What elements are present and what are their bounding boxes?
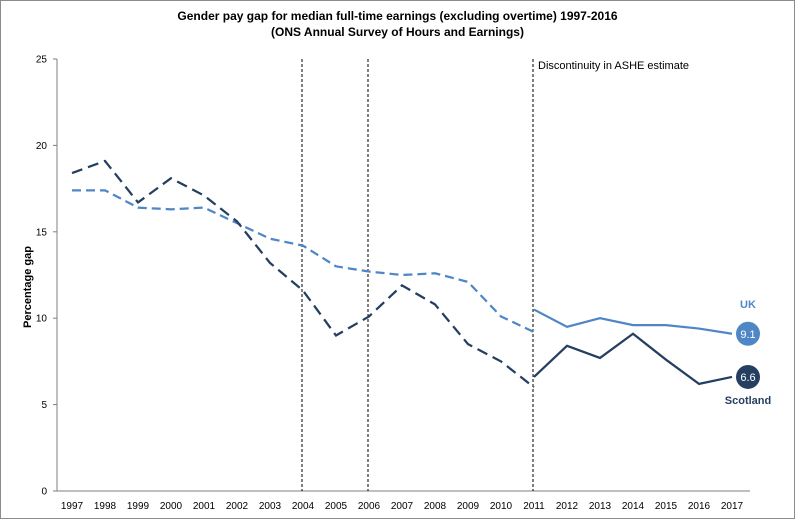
chart-title: Gender pay gap for median full-time earn… xyxy=(177,9,618,23)
x-tick-label: 1999 xyxy=(127,501,150,512)
uk-end-value: 9.1 xyxy=(740,329,755,341)
scotland-end-value: 6.6 xyxy=(740,372,755,384)
uk-line-post-2011 xyxy=(533,308,733,335)
series-lines xyxy=(71,159,733,389)
y-tick-label: 20 xyxy=(36,141,48,152)
x-tick-label: 2013 xyxy=(589,501,612,512)
x-tick-label: 2010 xyxy=(490,501,513,512)
x-tick-label: 2007 xyxy=(391,501,414,512)
x-tick-label: 2016 xyxy=(688,501,711,512)
series-labels: 9.1 UK 6.6 Scotland xyxy=(725,299,771,407)
x-tick-label: 2000 xyxy=(160,501,183,512)
x-tick-label: 2017 xyxy=(721,501,744,512)
x-tick-label: 2011 xyxy=(523,501,545,512)
x-tick-label: 2008 xyxy=(424,501,447,512)
discontinuity-markers: Discontinuity in ASHE estimate xyxy=(301,59,689,491)
x-tick-label: 1998 xyxy=(94,501,117,512)
uk-series-label: UK xyxy=(740,299,756,311)
uk-line-pre-2011 xyxy=(72,189,535,334)
scotland-series-label: Scotland xyxy=(725,395,771,407)
axes: 0 5 10 15 20 25 1997 1998 1999 2000 2001 2002 2003 20… xyxy=(22,55,750,512)
x-tick-label: 1997 xyxy=(61,501,84,512)
x-tick-label: 2001 xyxy=(193,501,216,512)
x-tick-label: 2004 xyxy=(292,501,315,512)
y-tick-label: 15 xyxy=(36,227,48,238)
chart-subtitle: (ONS Annual Survey of Hours and Earnings… xyxy=(271,25,524,39)
uk-end-bubble xyxy=(736,321,760,346)
x-tick-label: 2005 xyxy=(325,501,348,512)
x-tick-label: 2002 xyxy=(226,501,249,512)
x-tick-label: 2014 xyxy=(622,501,645,512)
x-tick-label: 2015 xyxy=(655,501,678,512)
annotation-text: Discontinuity in ASHE estimate xyxy=(538,60,689,72)
y-tick-label: 0 xyxy=(41,487,47,498)
y-tick-label: 10 xyxy=(36,314,48,325)
x-tick-label: 2009 xyxy=(457,501,480,512)
y-axis-title: Percentage gap xyxy=(22,246,34,328)
y-tick-label: 25 xyxy=(36,55,48,66)
x-tick-label: 2003 xyxy=(259,501,282,512)
x-tick-label: 2006 xyxy=(358,501,381,512)
y-tick-label: 5 xyxy=(41,400,47,411)
x-tick-label: 2012 xyxy=(556,501,579,512)
scotland-line-pre-2011 xyxy=(71,159,535,389)
scotland-line-post-2011 xyxy=(533,332,733,386)
scotland-end-bubble xyxy=(736,364,760,389)
